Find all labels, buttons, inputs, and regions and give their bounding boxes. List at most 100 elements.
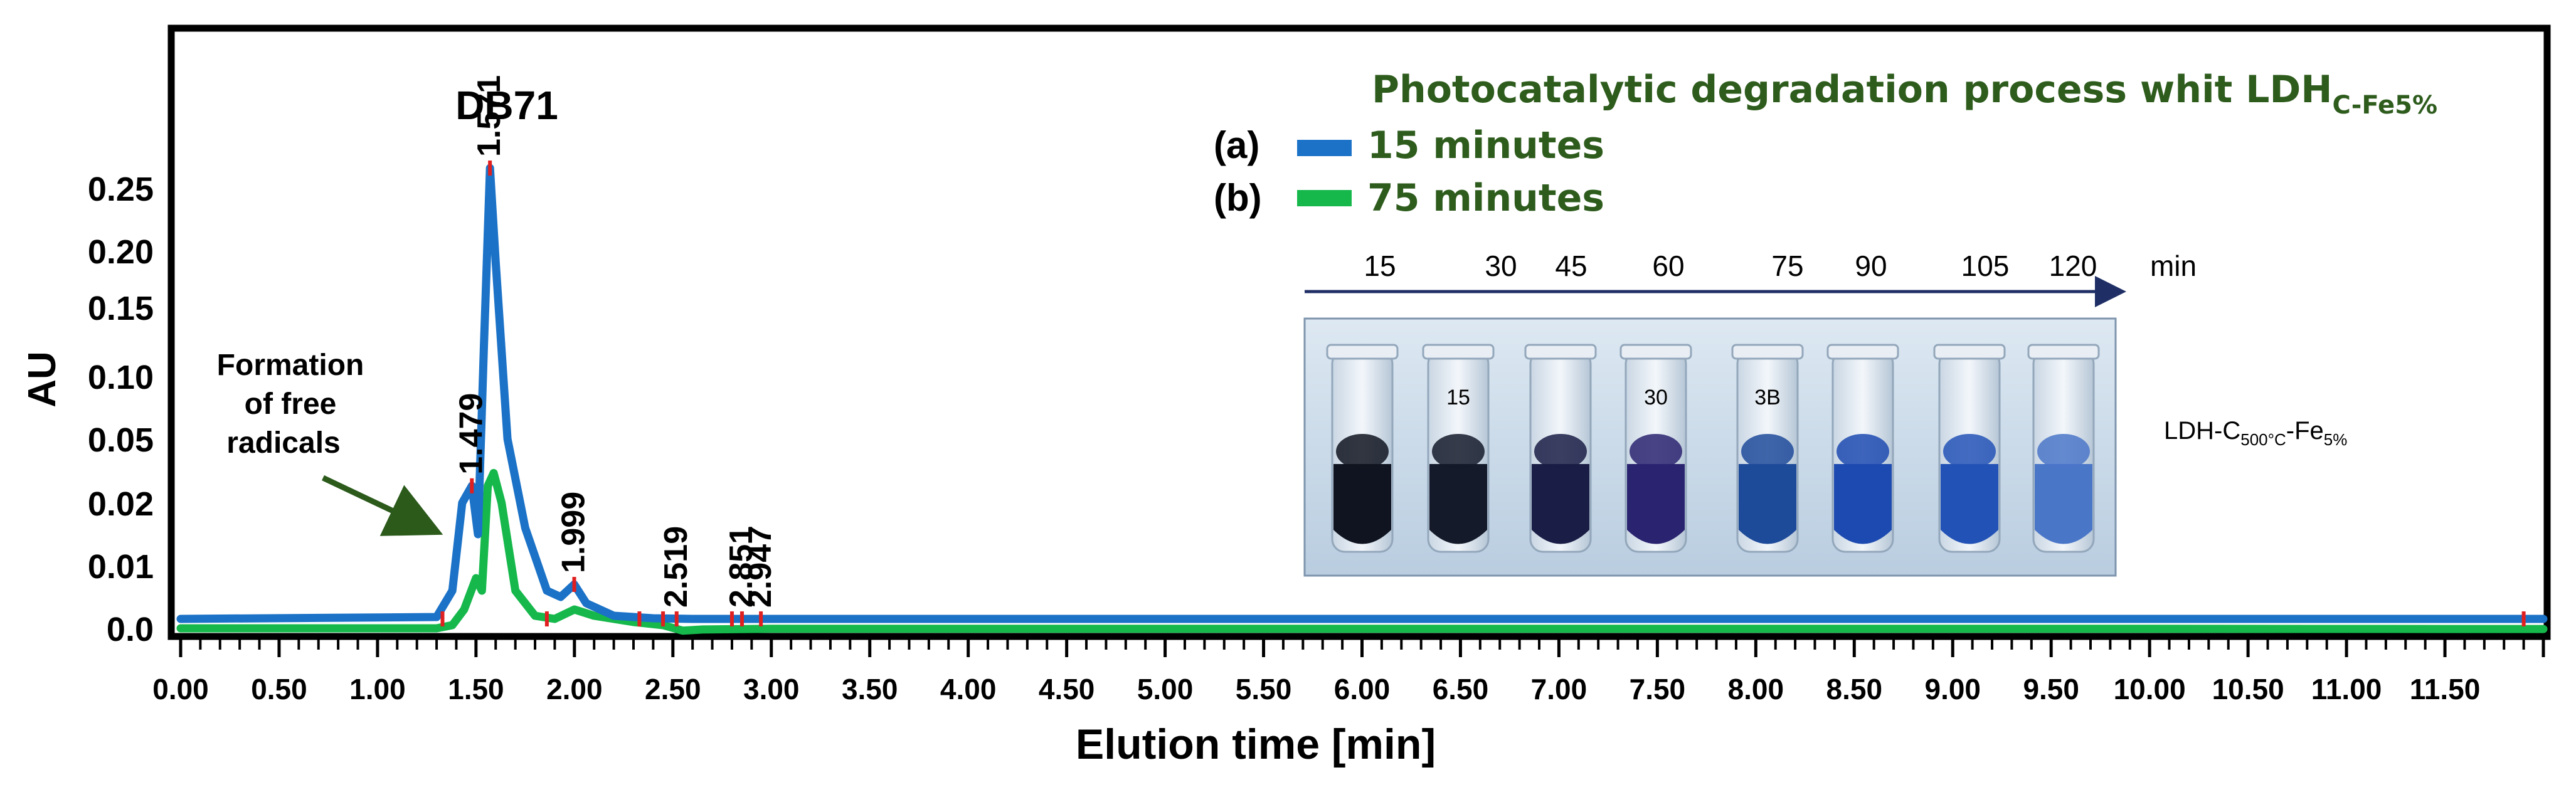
x-tick-label: 2.50 [645, 673, 701, 705]
x-tick-label: 9.50 [2023, 673, 2079, 705]
inset-caption: LDH-C500°C-Fe5% [2164, 417, 2347, 449]
y-tick-label: 0.01 [88, 548, 154, 586]
x-tick-label: 5.50 [1236, 673, 1292, 705]
y-ticks: 0.0 0.01 0.02 0.05 0.10 0.15 0.20 0.25 [88, 171, 154, 648]
inset-photo-panel: 15 30 45 60 75 90 105 120 min 15 30 3B LDH-C500°C… [1303, 250, 2347, 577]
vial-cap [1524, 344, 1597, 360]
x-tick-label: 4.50 [1039, 673, 1095, 705]
x-tick-label: 6.50 [1433, 673, 1489, 705]
peak-label: 2.519 [658, 526, 694, 608]
vial-liquid [1627, 464, 1685, 544]
vial-liquid [1739, 464, 1796, 544]
vial-label: 3B [1754, 386, 1781, 409]
inset-time-label: 105 [1961, 250, 2010, 282]
inset-time-unit: min [2150, 250, 2197, 282]
chart-title: DB71 [455, 83, 558, 128]
x-tick-label: 10.00 [2114, 673, 2186, 705]
legend-title: Photocatalytic degradation process whit … [1372, 68, 2437, 120]
x-tick-label: 7.50 [1630, 673, 1686, 705]
vial-liquid [1532, 464, 1589, 544]
peak-label: 1.999 [556, 492, 592, 573]
vial-cap [1826, 344, 1899, 360]
legend-label-75-minutes: 75 minutes [1367, 176, 1604, 220]
y-tick-label: 0.25 [88, 171, 154, 208]
peak-label: 2.851 [723, 526, 760, 608]
vial-cap [2027, 344, 2100, 360]
y-tick-label: 0.20 [88, 233, 154, 271]
x-tick-label: 1.50 [448, 673, 504, 705]
vial-cap [1326, 344, 1399, 360]
annotation-line-3: radicals [226, 426, 340, 460]
y-tick-label: 0.0 [107, 611, 154, 648]
legend-label-15-minutes: 15 minutes [1367, 124, 1604, 167]
vial-meniscus [1534, 434, 1587, 469]
annotation-line-2: of free [245, 388, 337, 421]
x-tick-label: 0.00 [152, 673, 209, 705]
x-tick-label: 10.50 [2212, 673, 2284, 705]
vial-meniscus [1837, 434, 1889, 469]
inset-time-label: 120 [2049, 250, 2097, 282]
annotation-line-1: Formation [217, 349, 364, 382]
vial-meniscus [1741, 434, 1794, 469]
vial-cap [1731, 344, 1804, 360]
peak-markers [440, 161, 2526, 626]
vial-cap [1422, 344, 1495, 360]
vial-meniscus [1943, 434, 1996, 469]
x-axis-title: Elution time [min] [1076, 720, 1436, 768]
x-ticks: 0.00 0.50 1.00 1.50 2.00 2.50 3.00 3.50 4.00 4.50… [152, 640, 2545, 705]
inset-time-label: 90 [1855, 250, 1887, 282]
vial-meniscus [2037, 434, 2090, 469]
vial-liquid [1333, 464, 1391, 544]
x-tick-label: 8.00 [1728, 673, 1784, 705]
vial-liquid [1941, 464, 1998, 544]
vial-label: 15 [1446, 386, 1470, 409]
x-tick-label: 8.50 [1826, 673, 1883, 705]
y-tick-label: 0.05 [88, 421, 154, 459]
x-tick-label: 1.00 [349, 673, 406, 705]
x-tick-label: 5.00 [1137, 673, 1194, 705]
annotation-arrow [322, 475, 443, 536]
x-tick-label: 11.00 [2311, 673, 2382, 705]
series-line-75-minutes [176, 468, 2548, 635]
vial-label: 30 [1644, 386, 1668, 409]
vial-liquid [2035, 464, 2092, 544]
x-tick-label: 2.00 [546, 673, 603, 705]
vial-meniscus [1432, 434, 1485, 469]
y-tick-label: 0.15 [88, 290, 154, 327]
inset-time-label: 15 [1364, 250, 1396, 282]
x-tick-label: 0.50 [251, 673, 307, 705]
x-tick-label: 3.50 [842, 673, 898, 705]
x-tick-label: 11.50 [2410, 673, 2481, 705]
y-tick-label: 0.10 [88, 359, 154, 396]
peak-label: 2.947 [742, 526, 778, 608]
inset-time-label: 60 [1652, 250, 1684, 282]
y-tick-label: 0.02 [88, 485, 154, 523]
peak-label: 1.479 [453, 393, 489, 475]
x-tick-label: 9.00 [1924, 673, 1981, 705]
series-line-15-minutes [176, 164, 2548, 623]
vial-meniscus [1336, 434, 1389, 469]
inset-time-label: 45 [1555, 250, 1587, 282]
x-tick-label: 3.00 [743, 673, 800, 705]
vial-cap [1619, 344, 1692, 360]
vial-liquid [1429, 464, 1487, 544]
vial-meniscus [1630, 434, 1682, 469]
x-tick-label: 4.00 [940, 673, 997, 705]
peak-label: 1.571 [471, 75, 507, 157]
legend: Photocatalytic degradation process whit … [1214, 68, 2437, 220]
y-axis-title: AU [21, 351, 64, 408]
vial-row: 15 30 3B [1326, 344, 2100, 553]
x-tick-label: 6.00 [1334, 673, 1391, 705]
legend-tag-b: (b) [1214, 177, 1262, 219]
inset-time-label: 75 [1771, 250, 1803, 282]
legend-tag-a: (a) [1214, 124, 1259, 166]
vial-cap [1933, 344, 2006, 360]
annotation-free-radicals: Formation of free radicals [217, 349, 443, 536]
vial-liquid [1834, 464, 1892, 544]
x-tick-label: 7.00 [1531, 673, 1587, 705]
inset-time-label: 30 [1485, 250, 1517, 282]
inset-time-labels: 15 30 45 60 75 90 105 120 [1364, 250, 2097, 282]
